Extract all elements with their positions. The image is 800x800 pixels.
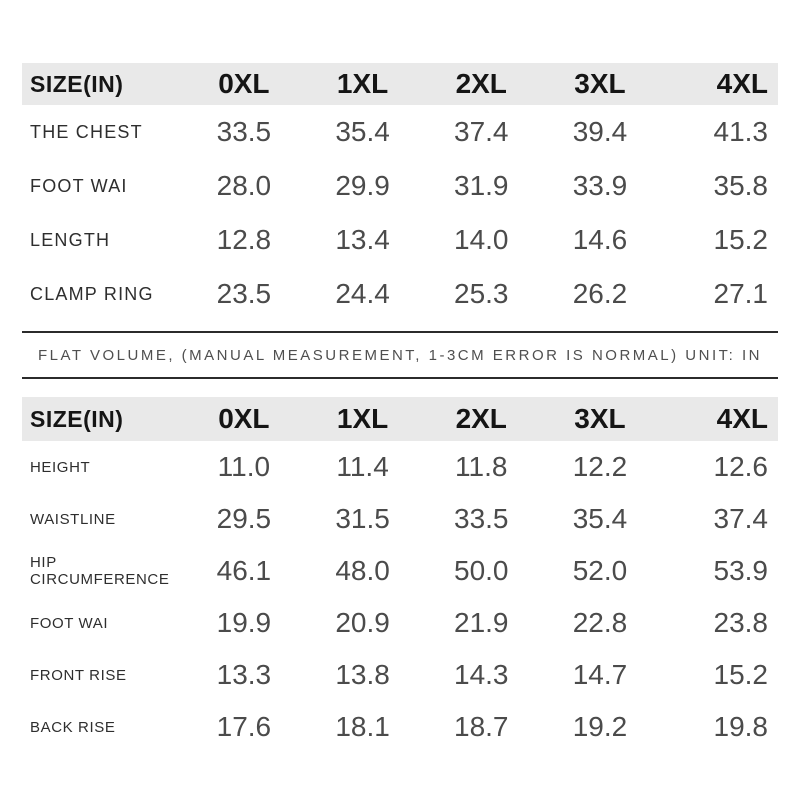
value-cell: 13.8	[335, 659, 390, 690]
value-cell: 13.4	[335, 224, 390, 255]
size-chart-page: SIZE(IN) 0XL 1XL 2XL 3XL 4XL THE CHEST 3…	[22, 63, 778, 753]
value-cell: 48.0	[335, 555, 390, 586]
value-cell: 31.5	[335, 503, 390, 534]
value-cell: 18.7	[454, 711, 509, 742]
column-header-3xl: 3XL	[574, 403, 626, 434]
row-label: FRONT RISE	[30, 666, 127, 684]
row-label: FOOT WAI	[30, 175, 128, 196]
value-cell: 52.0	[572, 555, 628, 586]
value-cell: 33.5	[454, 503, 509, 534]
table-row-foot-wai: FOOT WAI 28.0 29.9 31.9 33.9 35.8	[22, 159, 778, 213]
value-cell: 35.4	[572, 503, 628, 534]
value-cell: 29.5	[216, 503, 272, 534]
value-cell: 35.4	[335, 116, 390, 147]
value-cell: 27.1	[713, 278, 769, 309]
table-row-front-rise: FRONT RISE 13.3 13.8 14.3 14.7 15.2	[22, 649, 778, 701]
value-cell: 12.2	[572, 451, 628, 482]
row-label: HEIGHT	[30, 458, 91, 476]
value-cell: 25.3	[454, 278, 509, 309]
value-cell: 39.4	[572, 116, 628, 147]
value-cell: 37.4	[713, 503, 769, 534]
value-cell: 19.8	[713, 711, 769, 742]
value-cell: 14.7	[572, 659, 628, 690]
row-label: LENGTH	[30, 229, 111, 250]
value-cell: 19.9	[216, 607, 272, 638]
value-cell: 15.2	[713, 224, 769, 255]
table-row-foot-wai: FOOT WAI 19.9 20.9 21.9 22.8 23.8	[22, 597, 778, 649]
column-header-1xl: 1XL	[336, 403, 389, 434]
value-cell: 23.5	[216, 278, 272, 309]
table-row-chest: THE CHEST 33.5 35.4 37.4 39.4 41.3	[22, 105, 778, 159]
value-cell: 41.3	[713, 116, 769, 147]
table-row-length: LENGTH 12.8 13.4 14.0 14.6 15.2	[22, 213, 778, 267]
table-row-height: HEIGHT 11.0 11.4 11.8 12.2 12.6	[22, 441, 778, 493]
lower-header-row: SIZE(IN) 0XL 1XL 2XL 3XL 4XL	[22, 397, 778, 441]
value-cell: 12.6	[713, 451, 769, 482]
row-label: CLAMP RING	[30, 283, 154, 304]
column-header-3xl: 3XL	[574, 68, 626, 99]
upper-header-row: SIZE(IN) 0XL 1XL 2XL 3XL 4XL	[22, 63, 778, 105]
value-cell: 15.2	[713, 659, 769, 690]
value-cell: 29.9	[335, 170, 390, 201]
value-cell: 53.9	[713, 555, 769, 586]
row-label: BACK RISE	[30, 718, 116, 736]
value-cell: 13.3	[216, 659, 272, 690]
value-cell: 31.9	[454, 170, 509, 201]
value-cell: 26.2	[572, 278, 628, 309]
value-cell: 21.9	[454, 607, 509, 638]
value-cell: 22.8	[572, 607, 628, 638]
column-header-2xl: 2XL	[455, 68, 507, 99]
row-label: THE CHEST	[30, 121, 143, 142]
column-header-2xl: 2XL	[455, 403, 507, 434]
table-row-clamp-ring: CLAMP RING 23.5 24.4 25.3 26.2 27.1	[22, 267, 778, 321]
value-cell: 35.8	[713, 170, 769, 201]
value-cell: 14.3	[454, 659, 509, 690]
table-row-hip-circumference: HIP CIRCUMFERENCE 46.1 48.0 50.0 52.0 53…	[22, 545, 778, 597]
column-header-1xl: 1XL	[336, 68, 389, 99]
measurement-note-text: FLAT VOLUME, (MANUAL MEASUREMENT, 1-3CM …	[38, 346, 762, 364]
value-cell: 14.6	[572, 224, 628, 255]
column-header-4xl: 4XL	[716, 68, 768, 99]
column-header-4xl: 4XL	[716, 403, 768, 434]
column-header-0xl: 0XL	[218, 68, 270, 99]
value-cell: 20.9	[335, 607, 390, 638]
value-cell: 23.8	[713, 607, 769, 638]
value-cell: 12.8	[216, 224, 272, 255]
value-cell: 24.4	[335, 278, 390, 309]
table-row-waistline: WAISTLINE 29.5 31.5 33.5 35.4 37.4	[22, 493, 778, 545]
lower-size-table: SIZE(IN) 0XL 1XL 2XL 3XL 4XL HEIGHT 11.0…	[22, 397, 778, 753]
value-cell: 11.4	[336, 451, 389, 482]
upper-size-table: SIZE(IN) 0XL 1XL 2XL 3XL 4XL THE CHEST 3…	[22, 63, 778, 321]
row-label: WAISTLINE	[30, 510, 116, 528]
row-label: HIP CIRCUMFERENCE	[30, 554, 170, 588]
row-label: FOOT WAI	[30, 614, 109, 632]
value-cell: 33.9	[572, 170, 628, 201]
value-cell: 19.2	[572, 711, 628, 742]
value-cell: 46.1	[216, 555, 272, 586]
value-cell: 14.0	[454, 224, 509, 255]
column-header-0xl: 0XL	[218, 403, 270, 434]
value-cell: 11.0	[217, 451, 271, 482]
value-cell: 37.4	[454, 116, 509, 147]
measurement-note-band: FLAT VOLUME, (MANUAL MEASUREMENT, 1-3CM …	[22, 331, 778, 379]
value-cell: 11.8	[455, 451, 508, 482]
table-row-back-rise: BACK RISE 17.6 18.1 18.7 19.2 19.8	[22, 701, 778, 753]
value-cell: 18.1	[335, 711, 390, 742]
value-cell: 33.5	[216, 116, 272, 147]
value-cell: 17.6	[216, 711, 272, 742]
size-unit-header: SIZE(IN)	[30, 405, 124, 432]
value-cell: 28.0	[216, 170, 272, 201]
size-unit-header: SIZE(IN)	[30, 70, 124, 97]
value-cell: 50.0	[454, 555, 509, 586]
